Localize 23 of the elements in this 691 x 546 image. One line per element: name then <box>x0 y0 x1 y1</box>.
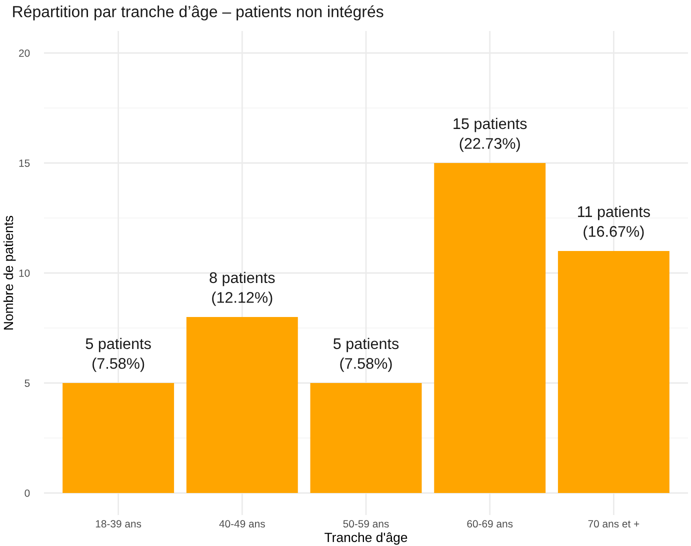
data-label: 5 patients (7.58%) <box>86 338 151 372</box>
chart-title: Répartition par tranche d’âge – patients non intégrés <box>13 5 384 20</box>
bar <box>434 163 546 493</box>
data-label: 11 patients (16.67%) <box>578 206 650 240</box>
bar <box>558 251 670 493</box>
x-tick-label: 70 ans et + <box>588 520 640 528</box>
y-tick-label: 5 <box>24 380 30 387</box>
x-axis-title: Tranche d'âge <box>324 532 408 545</box>
y-tick-label: 20 <box>19 50 30 57</box>
bar <box>310 383 422 493</box>
x-tick-label: 18-39 ans <box>96 520 142 528</box>
x-tick-label: 60-69 ans <box>467 520 513 528</box>
y-tick-label: 0 <box>24 490 30 497</box>
x-tick-label: 40-49 ans <box>219 520 265 528</box>
y-tick-label: 10 <box>19 270 30 277</box>
data-label: 5 patients (7.58%) <box>333 338 399 372</box>
x-tick-label: 50-59 ans <box>343 520 389 528</box>
data-label: 8 patients (12.12%) <box>210 272 275 306</box>
bar <box>62 383 174 493</box>
y-tick-label: 15 <box>19 160 30 167</box>
bar <box>186 317 298 493</box>
y-axis-title: Nombre de patients <box>3 216 16 330</box>
data-label: 15 patients (22.73%) <box>454 118 527 152</box>
